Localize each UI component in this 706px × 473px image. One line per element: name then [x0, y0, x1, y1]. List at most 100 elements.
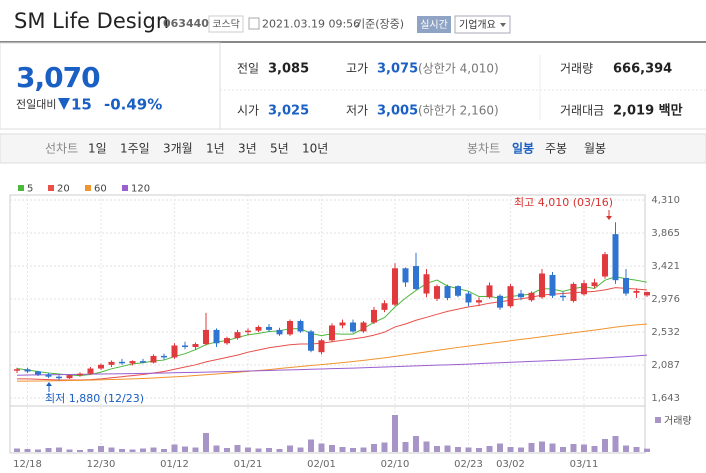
- summary-label: 전일: [237, 62, 259, 76]
- candle-body: [203, 329, 209, 345]
- candle-body: [24, 369, 31, 372]
- volume-bar: [161, 449, 167, 452]
- volume-bar: [308, 439, 314, 452]
- volume-bar: [560, 447, 566, 452]
- calendar-icon: [248, 17, 260, 30]
- summary-value: 3,075: [377, 62, 418, 77]
- candle-body: [56, 376, 62, 379]
- volume-bar: [486, 446, 493, 452]
- volume-bar: [56, 447, 62, 452]
- price-box: [0, 42, 221, 130]
- volume-bar: [129, 449, 136, 452]
- tab[interactable]: 일봉: [512, 142, 534, 156]
- volume-bar: [24, 449, 31, 452]
- tabs: 선차트 1일 1주일 3개월 1년 3년 5년 10년 봉차트 일봉 주봉 월봉: [45, 142, 606, 156]
- summary-value: 3,085: [268, 62, 309, 77]
- tab[interactable]: 3년: [238, 142, 257, 156]
- candle-body: [297, 321, 304, 332]
- current-price: 3,070: [16, 61, 100, 94]
- volume-bar: [266, 448, 272, 452]
- candle-body: [392, 268, 398, 305]
- summary-value: 2,019 백만: [613, 103, 683, 119]
- tab[interactable]: 1주일: [120, 142, 150, 156]
- grid: 4,310 3,865 3,421 2,976 2,532 2,087 1,643 12/18…: [10, 195, 680, 470]
- volume-bar: [633, 447, 640, 452]
- y-tick-label: 3,421: [651, 261, 680, 272]
- basis: 기준(장중): [355, 18, 404, 31]
- company-button[interactable]: [454, 15, 511, 34]
- candle-body: [87, 368, 94, 374]
- tab[interactable]: 월봉: [584, 142, 606, 156]
- candle-body: [161, 355, 167, 358]
- y-tick-label: 1,643: [651, 393, 680, 404]
- candle-body: [518, 293, 524, 298]
- summary-label: 고가: [346, 62, 368, 76]
- candle-body: [182, 345, 188, 347]
- volume-bar: [476, 448, 482, 452]
- volume-bar: [108, 447, 115, 452]
- candle-body: [455, 286, 461, 296]
- volume-bar: [423, 441, 430, 452]
- stock-code: 063440: [163, 17, 209, 30]
- candle-body: [623, 277, 629, 294]
- candle-body: [360, 322, 367, 332]
- change: 15: [71, 96, 92, 114]
- volume-legend-swatch: [655, 417, 661, 423]
- volume-bar: [119, 449, 125, 452]
- candle-body: [45, 374, 52, 377]
- candle-body: [602, 254, 608, 277]
- candle-body: [539, 273, 545, 298]
- volume-bar: [329, 445, 335, 452]
- candle-body: [213, 329, 220, 344]
- x-tick-label: 03/02: [496, 459, 525, 470]
- candle-body: [266, 326, 272, 330]
- change-label: 전일대비: [16, 97, 56, 111]
- volume-bar: [549, 443, 556, 452]
- x-tick-label: 02/10: [381, 459, 410, 470]
- realtime-text[interactable]: 실시간: [420, 19, 448, 31]
- volume-bar: [87, 449, 94, 452]
- tab[interactable]: 1일: [88, 142, 107, 156]
- volume-bar: [644, 448, 650, 452]
- candle-body: [476, 300, 482, 303]
- volume-bar: [234, 445, 241, 452]
- y-tick-label: 3,865: [651, 228, 680, 239]
- tab[interactable]: 1년: [206, 142, 225, 156]
- market: 코스닥: [212, 19, 240, 31]
- x-tick-label: 12/18: [13, 459, 42, 470]
- candle-body: [318, 340, 325, 353]
- volume-bar: [339, 447, 346, 452]
- volume-bar: [602, 439, 608, 452]
- candle-body: [108, 361, 115, 365]
- legend-swatch: [85, 185, 91, 191]
- candle-body: [350, 322, 356, 332]
- candle-body: [119, 361, 125, 364]
- volume-bar: [171, 444, 178, 452]
- summary-label: 거래량: [560, 62, 593, 76]
- candle-body: [560, 295, 566, 298]
- candle-body: [507, 286, 514, 307]
- tab[interactable]: 주봉: [545, 142, 567, 156]
- realtime-button[interactable]: [417, 16, 451, 33]
- volume-bar: [497, 443, 503, 452]
- volume-bar: [318, 443, 325, 452]
- summary-label: 저가: [346, 104, 368, 118]
- candle-body: [381, 303, 388, 310]
- candle-body: [570, 283, 577, 301]
- volume-bar: [77, 450, 83, 452]
- tab[interactable]: 5년: [270, 142, 289, 156]
- tab-group-label: 선차트: [45, 142, 78, 156]
- candle-body: [497, 295, 503, 308]
- company-text[interactable]: 기업개요: [459, 18, 496, 31]
- candle-body: [192, 344, 199, 347]
- candle-body: [234, 332, 241, 339]
- volume-label: 거래량: [664, 415, 692, 427]
- y-tick-label: 2,976: [651, 294, 680, 305]
- volume-bar: [381, 442, 388, 452]
- down-arrow: [58, 98, 70, 110]
- tab[interactable]: 3개월: [163, 142, 193, 156]
- summary-note: (하한가 2,160): [418, 104, 499, 118]
- high-annotation: 최고 4,010 (03/16): [514, 196, 613, 209]
- tab[interactable]: 10년: [302, 142, 328, 156]
